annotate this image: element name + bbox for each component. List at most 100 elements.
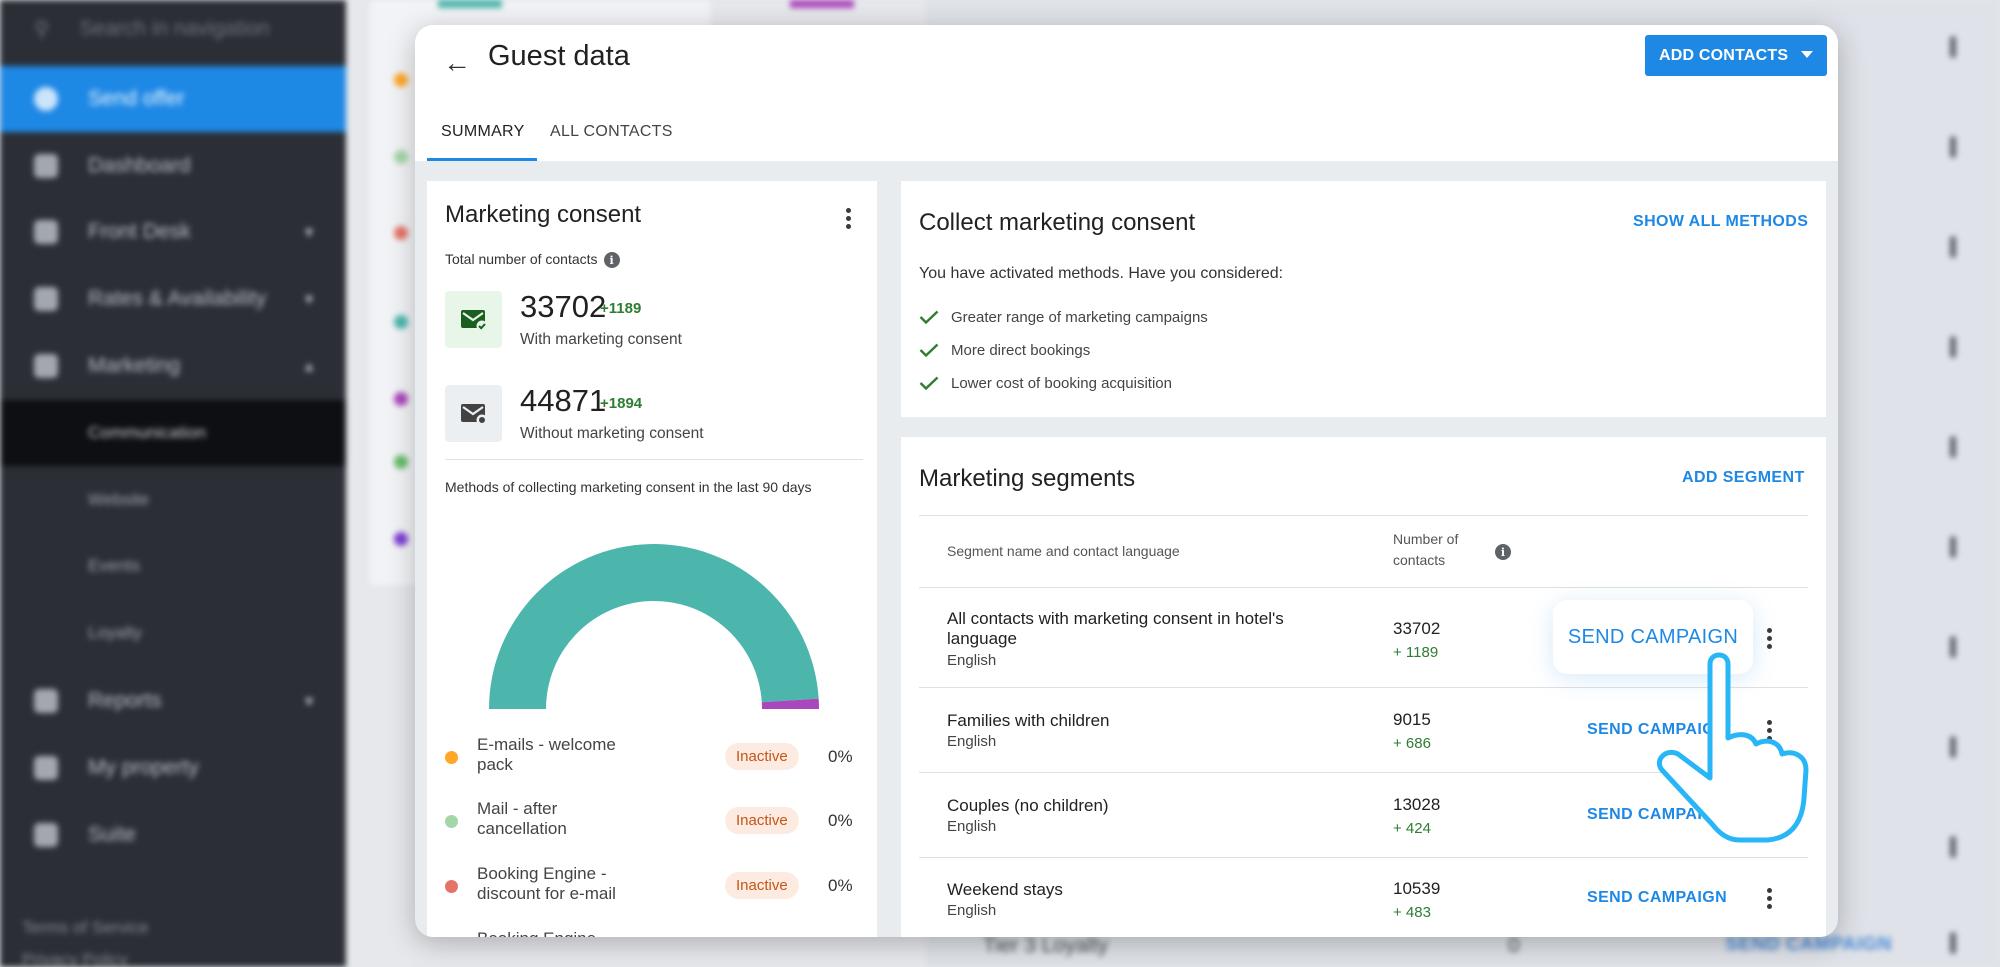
background-send-campaign: SEND CAMPAIGN <box>1725 934 1892 955</box>
without-consent-value: 44871 <box>520 383 607 418</box>
home-icon <box>34 756 58 780</box>
background-row-count: 0 <box>1508 934 1520 957</box>
table-row: Couples (no children) English 13028 + 42… <box>919 773 1808 858</box>
search-icon: ⚲ <box>34 17 50 41</box>
sidebar-sub-website[interactable]: Website <box>88 490 150 509</box>
modal-header: ← Guest data ADD CONTACTS SUMMARY ALL CO… <box>415 25 1838 161</box>
send-campaign-button[interactable]: SEND CAMPAIGN <box>1587 889 1728 906</box>
more-vert-icon[interactable] <box>838 203 858 233</box>
sidebar-item-reports[interactable]: Reports ▼ <box>0 668 346 734</box>
total-contacts-label: Total number of contacts i <box>445 251 620 269</box>
caret-down-icon <box>1801 51 1813 58</box>
sidebar-item-marketing[interactable]: Marketing ▲ <box>0 333 346 399</box>
sidebar-sub-loyalty[interactable]: Loyalty <box>88 623 142 642</box>
background-kebab <box>1950 836 1956 858</box>
sidebar-item-rates[interactable]: Rates & Availability ▼ <box>0 266 346 332</box>
method-label: Booking Engine - discount for e-mail <box>477 864 616 903</box>
add-contacts-button[interactable]: ADD CONTACTS <box>1645 35 1827 76</box>
chevron-down-icon: ▼ <box>302 291 316 307</box>
segment-language: English <box>947 652 997 669</box>
mail-check-icon <box>445 291 502 348</box>
tab-summary[interactable]: SUMMARY <box>441 123 525 140</box>
with-consent-delta: +1189 <box>600 300 642 317</box>
chevron-up-icon: ▲ <box>302 358 316 374</box>
benefit-text: Greater range of marketing campaigns <box>951 308 1208 326</box>
megaphone-icon <box>34 354 58 378</box>
terms-link[interactable]: Terms of Service <box>22 918 149 937</box>
tab-all-contacts[interactable]: ALL CONTACTS <box>550 123 673 140</box>
segment-count: 10539 <box>1393 879 1441 898</box>
legend-dot <box>445 815 458 828</box>
background-kebab <box>1950 136 1956 158</box>
column-header-count: Number of contacts <box>1393 531 1459 568</box>
segment-count: 13028 <box>1393 795 1441 814</box>
chevron-down-icon: ▼ <box>302 693 316 709</box>
more-vert-icon[interactable] <box>1759 715 1779 745</box>
arrow-back-icon[interactable]: ← <box>443 47 471 78</box>
sidebar-item-send-offer[interactable]: Send offer <box>0 66 346 132</box>
background-kebab <box>1950 436 1956 458</box>
sidebar-item-my-property[interactable]: My property <box>0 735 346 801</box>
sidebar-item-label: Suite <box>88 823 136 846</box>
table-row: Weekend stays English 10539 + 483 SEND C… <box>919 858 1808 937</box>
send-campaign-button[interactable]: SEND CAMPAIGN <box>1587 721 1728 738</box>
card-title: Collect marketing consent <box>919 209 1196 236</box>
background-kebab <box>1950 336 1956 358</box>
legend-item: E-mails - welcome pack Inactive 0% <box>445 735 865 783</box>
without-consent-label: Without marketing consent <box>520 425 704 442</box>
segment-name: All contacts with marketing consent in h… <box>947 609 1284 648</box>
more-vert-icon[interactable] <box>1759 883 1779 913</box>
without-consent-delta: +1894 <box>600 395 643 412</box>
background-dot <box>394 73 408 87</box>
guest-data-modal: ← Guest data ADD CONTACTS SUMMARY ALL CO… <box>415 25 1838 937</box>
method-percent: 0% <box>828 876 853 895</box>
card-title: Marketing segments <box>919 465 1136 492</box>
method-percent: 0% <box>828 747 853 766</box>
benefit-text: Lower cost of booking acquisition <box>951 374 1172 392</box>
legend-item: Mail - after cancellation Inactive 0% <box>445 799 865 847</box>
table-row: All contacts with marketing consent in h… <box>919 588 1808 688</box>
sidebar-item-dashboard[interactable]: Dashboard <box>0 133 346 199</box>
collect-consent-card: Collect marketing consent SHOW ALL METHO… <box>901 181 1826 417</box>
sidebar-item-front-desk[interactable]: Front Desk ▼ <box>0 199 346 265</box>
sidebar-item-label: Send offer <box>88 87 185 110</box>
send-campaign-button[interactable]: SEND CAMPAIGN <box>1587 806 1728 823</box>
background-bar <box>790 0 854 8</box>
with-consent-label: With marketing consent <box>520 331 682 348</box>
total-contacts-text: Total number of contacts <box>445 251 598 267</box>
segment-count: 33702 <box>1393 619 1441 638</box>
benefit-item: Lower cost of booking acquisition <box>919 372 1172 394</box>
info-icon[interactable]: i <box>1495 544 1511 560</box>
mail-off-icon <box>445 385 502 442</box>
sidebar-search[interactable]: ⚲ Search in navigation <box>0 0 346 58</box>
check-icon <box>919 343 939 357</box>
marketing-segments-card: Marketing segments ADD SEGMENT Segment n… <box>901 437 1826 937</box>
sidebar-item-suite[interactable]: Suite <box>0 802 346 868</box>
method-label: Mail - after cancellation <box>477 799 567 838</box>
sidebar-sub-events[interactable]: Events <box>88 556 140 575</box>
cart-icon <box>34 287 58 311</box>
show-all-methods-button[interactable]: SHOW ALL METHODS <box>1633 213 1809 230</box>
segment-delta: + 483 <box>1393 904 1431 921</box>
segment-name: Couples (no children) <box>947 796 1109 815</box>
background-kebab <box>1950 536 1956 558</box>
background-dot <box>394 226 408 240</box>
table-header: Segment name and contact language Number… <box>919 515 1808 588</box>
background-dot <box>394 392 408 406</box>
more-vert-icon[interactable] <box>1759 623 1779 653</box>
chevron-down-icon: ▼ <box>302 224 316 240</box>
suite-icon <box>34 823 58 847</box>
check-icon <box>919 310 939 324</box>
segment-language: English <box>947 902 997 919</box>
sidebar-sub-communication[interactable]: Communication <box>0 400 346 466</box>
add-segment-button[interactable]: ADD SEGMENT <box>1682 469 1805 486</box>
segment-delta: + 686 <box>1393 735 1431 752</box>
add-contacts-label: ADD CONTACTS <box>1659 46 1789 64</box>
segment-name: Weekend stays <box>947 880 1063 899</box>
sidebar-item-label: Dashboard <box>88 154 191 177</box>
info-icon[interactable]: i <box>603 252 620 269</box>
privacy-link[interactable]: Privacy Policy <box>22 950 128 967</box>
page-title: Guest data <box>488 40 630 72</box>
background-row-label: Tier 3 Loyalty <box>983 934 1109 957</box>
method-label: Booking Engine <box>477 929 637 937</box>
